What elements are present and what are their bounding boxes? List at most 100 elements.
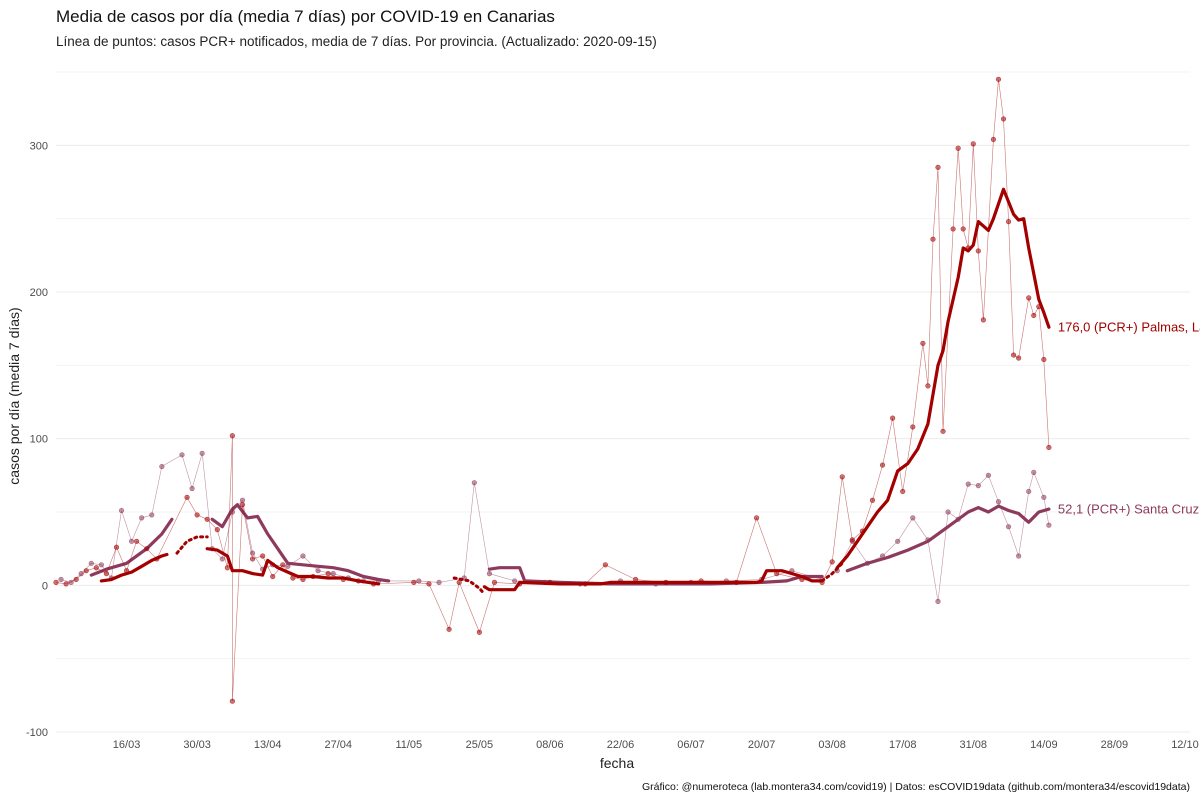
avg-dotted-line <box>175 535 209 555</box>
daily-point <box>965 481 971 487</box>
y-tick-label: 0 <box>42 580 48 592</box>
daily-point <box>159 463 165 470</box>
daily-point <box>940 428 946 434</box>
daily-point <box>1046 444 1052 451</box>
daily-point <box>270 573 276 580</box>
daily-point <box>486 570 493 577</box>
series-santa-cruz <box>58 450 1052 605</box>
daily-point <box>249 556 256 562</box>
daily-point <box>129 538 135 544</box>
daily-point <box>990 136 997 143</box>
daily-point <box>829 559 835 565</box>
x-tick-label: 30/03 <box>183 739 211 751</box>
daily-point <box>935 598 941 605</box>
x-axis-ticks: 16/03 30/03 13/04 27/04 11/05 25/05 08/06 22/06… <box>113 739 1199 751</box>
series-label-palmas: 176,0 (PCR+) Palmas, La <box>1058 320 1200 335</box>
x-tick-label: 16/03 <box>113 739 141 751</box>
daily-point <box>895 538 901 544</box>
daily-point <box>139 515 145 521</box>
daily-point <box>416 578 422 584</box>
daily-point <box>1041 356 1047 363</box>
y-tick-label: 300 <box>30 140 48 152</box>
daily-point <box>260 553 266 559</box>
grid <box>56 71 1190 733</box>
x-axis-label: fecha <box>600 755 634 771</box>
x-tick-label: 03/08 <box>818 739 846 751</box>
daily-point <box>985 472 992 478</box>
avg-dotted-line <box>452 576 486 596</box>
series-labels: 176,0 (PCR+) Palmas, La 52,1 (PCR+) Santa… <box>1058 320 1200 517</box>
x-tick-label: 06/07 <box>677 739 705 751</box>
daily-point <box>194 512 200 518</box>
daily-point <box>204 516 210 522</box>
daily-point <box>315 568 321 574</box>
daily-point <box>179 452 185 458</box>
daily-point <box>995 76 1002 82</box>
daily-point <box>426 581 432 587</box>
daily-point <box>63 581 69 587</box>
daily-point <box>229 698 235 704</box>
daily-point <box>753 515 760 521</box>
daily-point <box>950 226 956 232</box>
daily-point <box>1005 524 1012 530</box>
series-layer <box>53 76 1052 704</box>
daily-point <box>945 509 951 515</box>
daily-point <box>83 568 89 574</box>
daily-point <box>1016 355 1022 361</box>
daily-point <box>955 145 961 151</box>
x-tick-label: 27/04 <box>324 739 352 751</box>
daily-point <box>219 556 225 562</box>
daily-point <box>1031 312 1037 319</box>
daily-point <box>411 579 417 586</box>
chart-caption: Gráfico: @numeroteca (lab.montera34.com/… <box>642 781 1190 793</box>
daily-point <box>869 497 876 503</box>
daily-point <box>189 485 195 492</box>
daily-point <box>1031 469 1037 476</box>
daily-point <box>491 579 498 586</box>
x-tick-label: 28/09 <box>1101 739 1129 751</box>
daily-point <box>839 474 845 480</box>
series-label-santa-cruz: 52,1 (PCR+) Santa Cruz <box>1058 502 1199 517</box>
daily-point <box>1016 553 1022 559</box>
chart-title: Media de casos por día (media 7 días) po… <box>56 7 555 26</box>
daily-point <box>280 562 286 568</box>
daily-point <box>849 537 855 543</box>
daily-point <box>229 433 235 439</box>
daily-point <box>910 424 916 430</box>
daily-point <box>436 579 442 586</box>
daily-point <box>920 340 926 346</box>
daily-point <box>53 579 59 586</box>
x-tick-label: 13/04 <box>254 739 282 751</box>
daily-point <box>446 626 452 632</box>
daily-point <box>1000 116 1007 122</box>
daily-point <box>910 515 916 521</box>
chart-subtitle: Línea de puntos: casos PCR+ notificados,… <box>56 34 657 49</box>
daily-point <box>1026 488 1032 495</box>
x-tick-label: 14/09 <box>1030 739 1058 751</box>
x-tick-label: 12/10 <box>1171 739 1199 751</box>
daily-point <box>73 576 79 583</box>
x-tick-label: 31/08 <box>960 739 988 751</box>
daily-point <box>325 570 331 577</box>
avg-line <box>99 187 1051 592</box>
daily-point <box>113 544 120 550</box>
series-palmas <box>53 76 1052 704</box>
x-tick-label: 11/05 <box>395 739 422 751</box>
y-tick-label: -100 <box>26 727 48 739</box>
y-axis-label: casos por día (media 7 días) <box>6 307 22 484</box>
y-tick-label: 200 <box>30 287 48 299</box>
daily-point <box>118 507 125 514</box>
daily-point <box>300 553 306 559</box>
daily-point <box>134 538 140 544</box>
daily-point <box>1005 219 1012 225</box>
avg-dotted-line <box>820 561 844 583</box>
daily-line <box>55 79 1050 702</box>
daily-point <box>471 480 477 486</box>
daily-point <box>512 578 518 584</box>
daily-point <box>995 499 1002 505</box>
daily-point <box>930 236 936 242</box>
daily-point <box>93 565 99 571</box>
daily-point <box>1010 352 1017 358</box>
daily-point <box>900 488 906 495</box>
